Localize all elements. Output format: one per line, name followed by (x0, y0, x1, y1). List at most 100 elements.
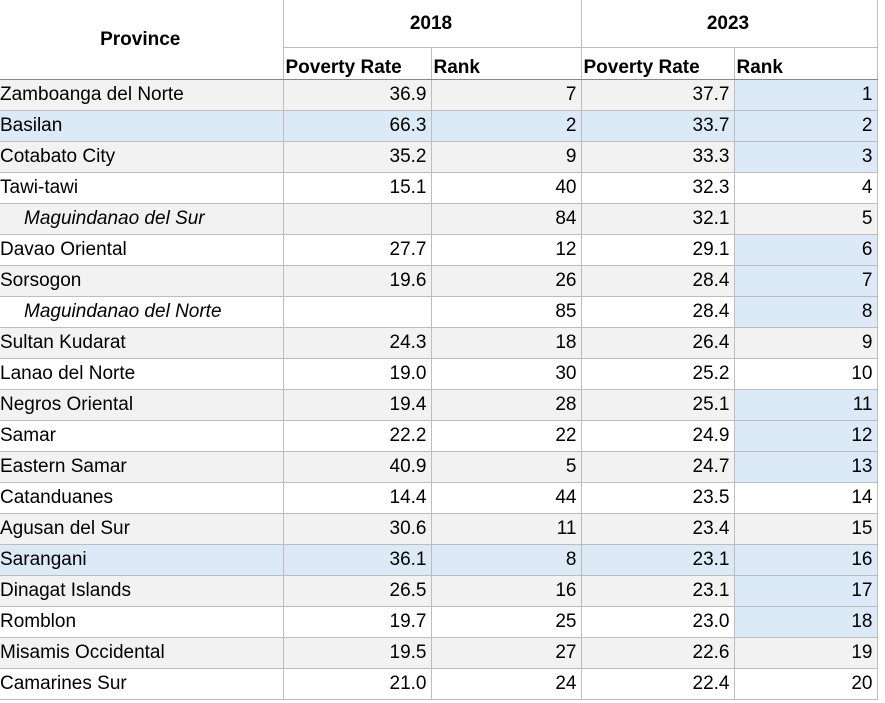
rank-cell: 6 (734, 234, 878, 266)
rank-cell: 26 (431, 265, 582, 297)
province-cell: Lanao del Norte (0, 358, 284, 390)
table-row: Basilan 66.3 2 33.7 2 (0, 110, 878, 142)
rank-cell: 16 (431, 575, 582, 607)
table-row: Romblon 19.7 25 23.0 18 (0, 606, 878, 638)
rate-cell: 23.1 (581, 544, 735, 576)
rate-cell: 23.0 (581, 606, 735, 638)
rate-cell: 33.3 (581, 141, 735, 173)
province-cell: Basilan (0, 110, 284, 142)
rate-cell: 24.3 (283, 327, 432, 359)
rank-cell: 7 (431, 79, 582, 111)
rate-cell: 22.6 (581, 637, 735, 669)
rate-cell: 36.1 (283, 544, 432, 576)
table-row: Maguindanao del Norte 85 28.4 8 (0, 296, 878, 328)
table-row: Negros Oriental 19.4 28 25.1 11 (0, 389, 878, 421)
year-header: 2018 (283, 0, 582, 48)
year-header: 2023 (581, 0, 878, 48)
rate-cell: 23.4 (581, 513, 735, 545)
rate-cell: 66.3 (283, 110, 432, 142)
table-row: Cotabato City 35.2 9 33.3 3 (0, 141, 878, 173)
rank-cell: 25 (431, 606, 582, 638)
rate-cell: 25.2 (581, 358, 735, 390)
rate-cell: 22.4 (581, 668, 735, 700)
rank-cell: 12 (431, 234, 582, 266)
rank-cell: 9 (431, 141, 582, 173)
rank-cell: 40 (431, 172, 582, 204)
table-row: Camarines Sur 21.0 24 22.4 20 (0, 668, 878, 700)
rank-cell: 2 (734, 110, 878, 142)
rate-cell: 28.4 (581, 296, 735, 328)
column-header: Rank (431, 47, 582, 80)
rank-cell: 18 (734, 606, 878, 638)
table-row: Tawi-tawi 15.1 40 32.3 4 (0, 172, 878, 204)
rank-cell: 7 (734, 265, 878, 297)
province-cell: Misamis Occidental (0, 637, 284, 669)
rank-cell: 10 (734, 358, 878, 390)
province-cell: Sarangani (0, 544, 284, 576)
rate-cell: 14.4 (283, 482, 432, 514)
province-cell: Eastern Samar (0, 451, 284, 483)
rank-cell: 84 (431, 203, 582, 235)
rate-cell: 24.7 (581, 451, 735, 483)
province-cell: Catanduanes (0, 482, 284, 514)
rank-cell: 19 (734, 637, 878, 669)
rank-cell: 12 (734, 420, 878, 452)
rank-cell: 8 (431, 544, 582, 576)
column-header: Poverty Rate (581, 47, 735, 80)
rate-cell (283, 296, 432, 328)
rate-cell: 19.7 (283, 606, 432, 638)
province-cell: Negros Oriental (0, 389, 284, 421)
rate-cell: 33.7 (581, 110, 735, 142)
province-cell: Samar (0, 420, 284, 452)
table-row: Dinagat Islands 26.5 16 23.1 17 (0, 575, 878, 607)
province-cell: Davao Oriental (0, 234, 284, 266)
table-row: Lanao del Norte 19.0 30 25.2 10 (0, 358, 878, 390)
province-cell: Cotabato City (0, 141, 284, 173)
rate-cell: 19.5 (283, 637, 432, 669)
rank-cell: 18 (431, 327, 582, 359)
rank-cell: 8 (734, 296, 878, 328)
rank-cell: 14 (734, 482, 878, 514)
rate-cell: 28.4 (581, 265, 735, 297)
province-cell: Camarines Sur (0, 668, 284, 700)
rank-cell: 2 (431, 110, 582, 142)
rank-cell: 11 (431, 513, 582, 545)
rate-cell: 23.1 (581, 575, 735, 607)
rank-cell: 5 (431, 451, 582, 483)
rank-cell: 4 (734, 172, 878, 204)
province-cell: Sorsogon (0, 265, 284, 297)
rate-cell: 24.9 (581, 420, 735, 452)
rate-cell: 35.2 (283, 141, 432, 173)
rank-cell: 30 (431, 358, 582, 390)
table-body: Zamboanga del Norte 36.9 7 37.7 1 Basilan 66.3… (0, 79, 878, 700)
rank-cell: 11 (734, 389, 878, 421)
rank-cell: 13 (734, 451, 878, 483)
table-row: Davao Oriental 27.7 12 29.1 6 (0, 234, 878, 266)
table-row: Misamis Occidental 19.5 27 22.6 19 (0, 637, 878, 669)
rate-cell: 29.1 (581, 234, 735, 266)
rate-cell: 22.2 (283, 420, 432, 452)
rank-cell: 1 (734, 79, 878, 111)
rank-cell: 27 (431, 637, 582, 669)
province-cell: Tawi-tawi (0, 172, 284, 204)
rate-cell: 19.0 (283, 358, 432, 390)
province-cell: Dinagat Islands (0, 575, 284, 607)
rank-cell: 3 (734, 141, 878, 173)
rate-cell: 19.4 (283, 389, 432, 421)
rate-cell: 21.0 (283, 668, 432, 700)
rank-cell: 20 (734, 668, 878, 700)
rate-cell: 32.3 (581, 172, 735, 204)
table-row: Catanduanes 14.4 44 23.5 14 (0, 482, 878, 514)
province-header: Province (0, 0, 284, 80)
rate-cell: 36.9 (283, 79, 432, 111)
province-cell: Maguindanao del Norte (0, 296, 284, 328)
rate-cell (283, 203, 432, 235)
rank-cell: 44 (431, 482, 582, 514)
province-cell: Agusan del Sur (0, 513, 284, 545)
rate-cell: 25.1 (581, 389, 735, 421)
rank-cell: 9 (734, 327, 878, 359)
table-row: Samar 22.2 22 24.9 12 (0, 420, 878, 452)
province-cell: Sultan Kudarat (0, 327, 284, 359)
rate-cell: 26.5 (283, 575, 432, 607)
